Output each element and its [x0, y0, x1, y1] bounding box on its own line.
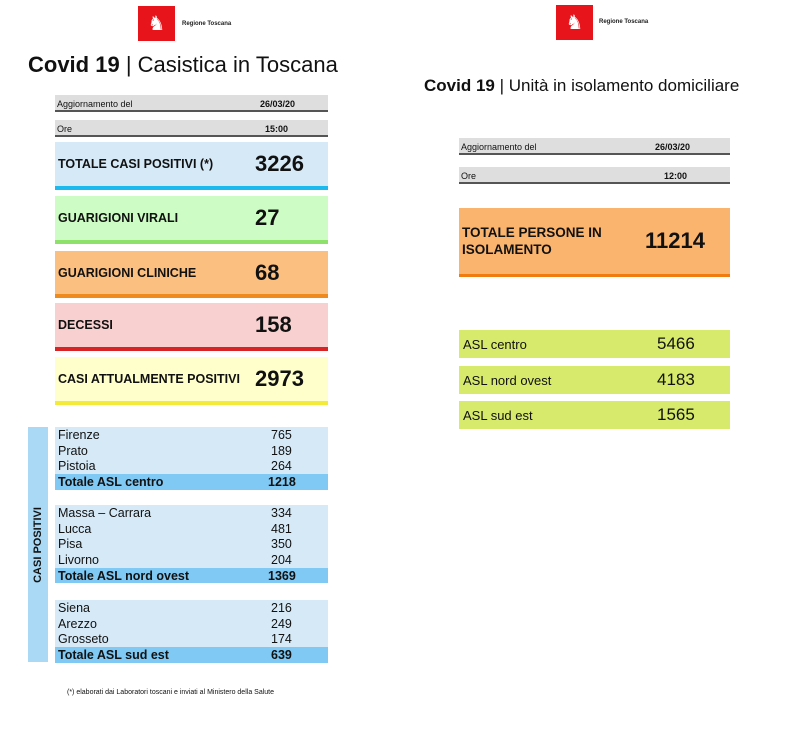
- table-row: Pisa 350: [55, 536, 328, 553]
- table-row: Arezzo 249: [55, 615, 328, 632]
- page-title-right: Covid 19 | Unità in isolamento domicilia…: [424, 76, 740, 95]
- asl-centro-row: ASL centro 5466: [459, 330, 730, 358]
- side-label-bar: CASI POSITIVI: [28, 427, 48, 662]
- table-row: Pistoia 264: [55, 458, 328, 475]
- clinical-recoveries-box: GUARIGIONI CLINICHE 68: [55, 251, 328, 298]
- asl-centro-group: Firenze 765 Prato 189 Pistoia 264 Totale AS…: [55, 427, 328, 490]
- total-row: Totale ASL nord ovest 1369: [55, 567, 328, 584]
- table-row: Siena 216: [55, 600, 328, 616]
- table-row: Lucca 481: [55, 520, 328, 537]
- asl-sud-est-group: Siena 216 Arezzo 249 Grosseto 174 Totale AS…: [55, 600, 328, 663]
- table-row: Livorno 204: [55, 552, 328, 568]
- footnote: (*) elaborati dai Laboratori toscani e i…: [67, 689, 274, 696]
- total-positive-box: TOTALE CASI POSITIVI (*) 3226: [55, 142, 328, 190]
- right-update-time-row: Ore 12:00: [459, 167, 730, 184]
- deaths-box: DECESSI 158: [55, 303, 328, 351]
- table-row: Prato 189: [55, 442, 328, 459]
- update-date-row: Aggiornamento del 26/03/20: [55, 95, 328, 112]
- regione-toscana-logo-right: ♞: [556, 5, 593, 40]
- table-row: Firenze 765: [55, 427, 328, 443]
- logo-text: Regione Toscana: [182, 21, 232, 27]
- update-time-row: Ore 15:00: [55, 120, 328, 137]
- right-update-date-row: Aggiornamento del 26/03/20: [459, 138, 730, 155]
- asl-nord-ovest-group: Massa – Carrara 334 Lucca 481 Pisa 350 Livo…: [55, 505, 328, 584]
- viral-recoveries-box: GUARIGIONI VIRALI 27: [55, 196, 328, 244]
- logo-text-right: Regione Toscana: [599, 19, 649, 25]
- page-title-left: Covid 19 | Casistica in Toscana: [28, 52, 338, 77]
- side-label: CASI POSITIVI: [32, 506, 44, 583]
- asl-nord-ovest-row: ASL nord ovest 4183: [459, 366, 730, 394]
- asl-sud-est-row: ASL sud est 1565: [459, 401, 730, 429]
- total-row: Totale ASL centro 1218: [55, 474, 328, 490]
- total-row: Totale ASL sud est 639: [55, 647, 328, 663]
- table-row: Grosseto 174: [55, 631, 328, 648]
- currently-positive-box: CASI ATTUALMENTE POSITIVI 2973: [55, 357, 328, 405]
- total-isolation-box: TOTALE PERSONE IN ISOLAMENTO 11214: [459, 208, 730, 277]
- regione-toscana-logo: ♞: [138, 6, 175, 41]
- table-row: Massa – Carrara 334: [55, 505, 328, 521]
